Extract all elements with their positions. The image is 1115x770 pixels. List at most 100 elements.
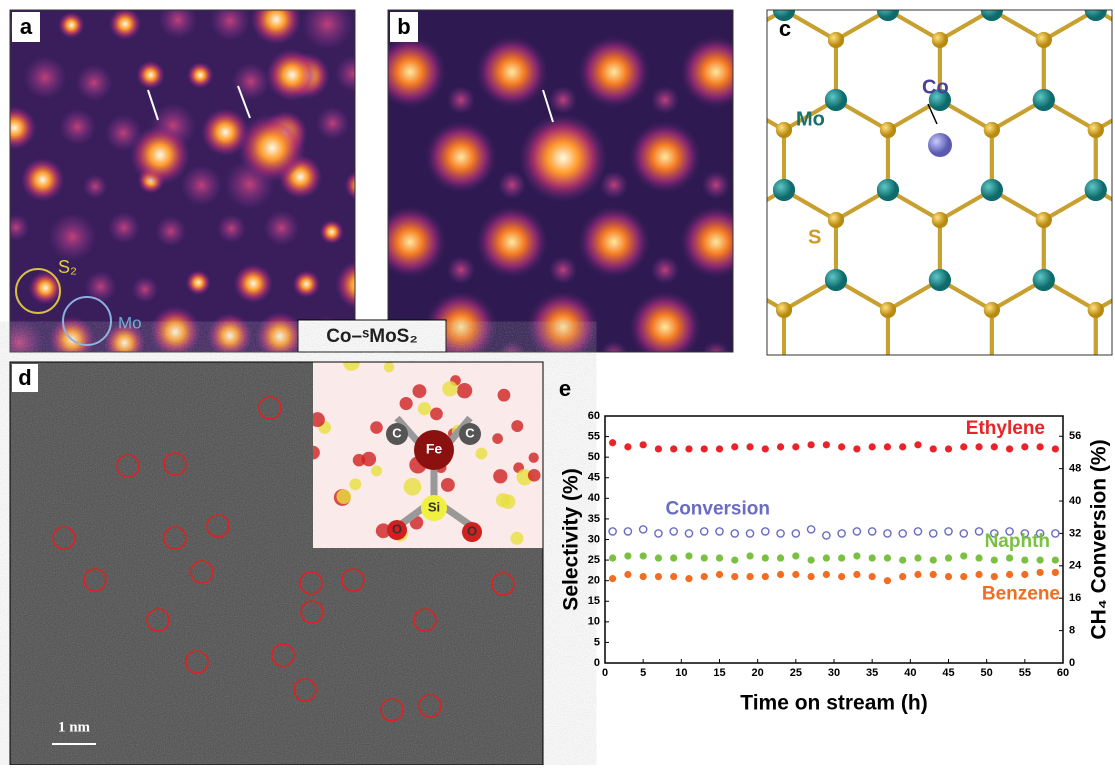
atom — [724, 392, 740, 408]
data-point — [945, 528, 952, 535]
atom — [932, 212, 948, 228]
data-point — [914, 528, 921, 535]
atom — [669, 359, 691, 381]
atom — [1036, 392, 1052, 408]
x-tick-label: 35 — [866, 667, 878, 679]
atom-label: Fe — [426, 441, 443, 457]
atom — [981, 359, 1003, 381]
data-point — [640, 441, 647, 448]
atom — [617, 449, 639, 471]
atom — [776, 122, 792, 138]
atom-label: Mo — [118, 313, 142, 332]
atom — [828, 392, 844, 408]
inset-atom — [349, 478, 361, 490]
atom-label: C — [392, 425, 402, 440]
y-tick-label: 5 — [594, 636, 600, 648]
x-axis-title: Time on stream (h) — [740, 692, 927, 715]
data-point — [914, 441, 921, 448]
spot — [680, 36, 752, 108]
data-point — [762, 573, 769, 580]
data-point — [762, 528, 769, 535]
data-point — [853, 445, 860, 452]
inset-atom — [430, 408, 443, 421]
spot — [519, 114, 607, 202]
data-point — [777, 443, 784, 450]
data-point — [930, 571, 937, 578]
data-point — [777, 571, 784, 578]
atom — [620, 392, 636, 408]
blob — [130, 125, 190, 185]
blob — [232, 63, 269, 100]
atom — [773, 179, 795, 201]
data-point — [808, 556, 815, 563]
data-point — [1006, 445, 1013, 452]
blob — [266, 49, 318, 101]
atom — [981, 359, 1003, 381]
inset-atom — [362, 452, 377, 467]
chart: 0510152025303540455055600510152025303540… — [560, 410, 1111, 715]
spot — [447, 86, 475, 114]
x-tick-label: 40 — [904, 667, 916, 679]
series-label: Conversion — [665, 498, 770, 519]
data-point — [655, 530, 662, 537]
data-point — [655, 554, 662, 561]
panel-label: a — [20, 14, 33, 39]
data-point — [746, 573, 753, 580]
atom-label: S₂ — [58, 257, 77, 277]
atom — [984, 482, 1000, 498]
inset-atom — [336, 489, 351, 504]
atom — [929, 269, 951, 291]
data-point — [731, 573, 738, 580]
data-point — [1052, 445, 1059, 452]
data-point — [716, 528, 723, 535]
data-point — [808, 573, 815, 580]
data-point — [914, 571, 921, 578]
data-point — [1052, 569, 1059, 576]
inset-atom — [529, 453, 539, 463]
data-point — [777, 530, 784, 537]
data-point — [1052, 530, 1059, 537]
data-point — [716, 554, 723, 561]
data-point — [838, 573, 845, 580]
data-point — [640, 526, 647, 533]
y2-tick-label: 8 — [1069, 625, 1075, 637]
data-point — [792, 571, 799, 578]
spot — [549, 86, 577, 114]
data-point — [1037, 443, 1044, 450]
atom — [825, 449, 847, 471]
data-point — [716, 571, 723, 578]
atom — [1036, 392, 1052, 408]
atom — [877, 359, 899, 381]
inset-atom — [404, 478, 422, 496]
data-point — [701, 445, 708, 452]
data-point — [701, 573, 708, 580]
atom-label: Si — [428, 499, 440, 514]
data-point — [670, 554, 677, 561]
data-point — [1021, 556, 1028, 563]
atom — [773, 359, 795, 381]
blob — [181, 165, 221, 205]
y2-tick-label: 56 — [1069, 430, 1081, 442]
blob — [49, 213, 97, 261]
atom-label: S — [808, 226, 821, 248]
y2-axis-title: CH₄ Conversion (%) — [1088, 439, 1111, 639]
atom — [825, 449, 847, 471]
y-axis-title: Selectivity (%) — [560, 468, 583, 610]
data-point — [869, 443, 876, 450]
spot — [651, 256, 679, 284]
data-point — [930, 556, 937, 563]
blob — [59, 109, 95, 145]
data-point — [930, 445, 937, 452]
series-label: Naphth — [985, 531, 1050, 552]
atom — [1085, 359, 1107, 381]
inset-atom — [476, 448, 488, 460]
data-point — [960, 530, 967, 537]
inset-atom — [400, 397, 413, 410]
data-point — [655, 445, 662, 452]
data-point — [670, 528, 677, 535]
atom — [981, 179, 1003, 201]
spot — [374, 206, 446, 278]
data-point — [975, 571, 982, 578]
data-point — [808, 441, 815, 448]
spot — [578, 206, 650, 278]
